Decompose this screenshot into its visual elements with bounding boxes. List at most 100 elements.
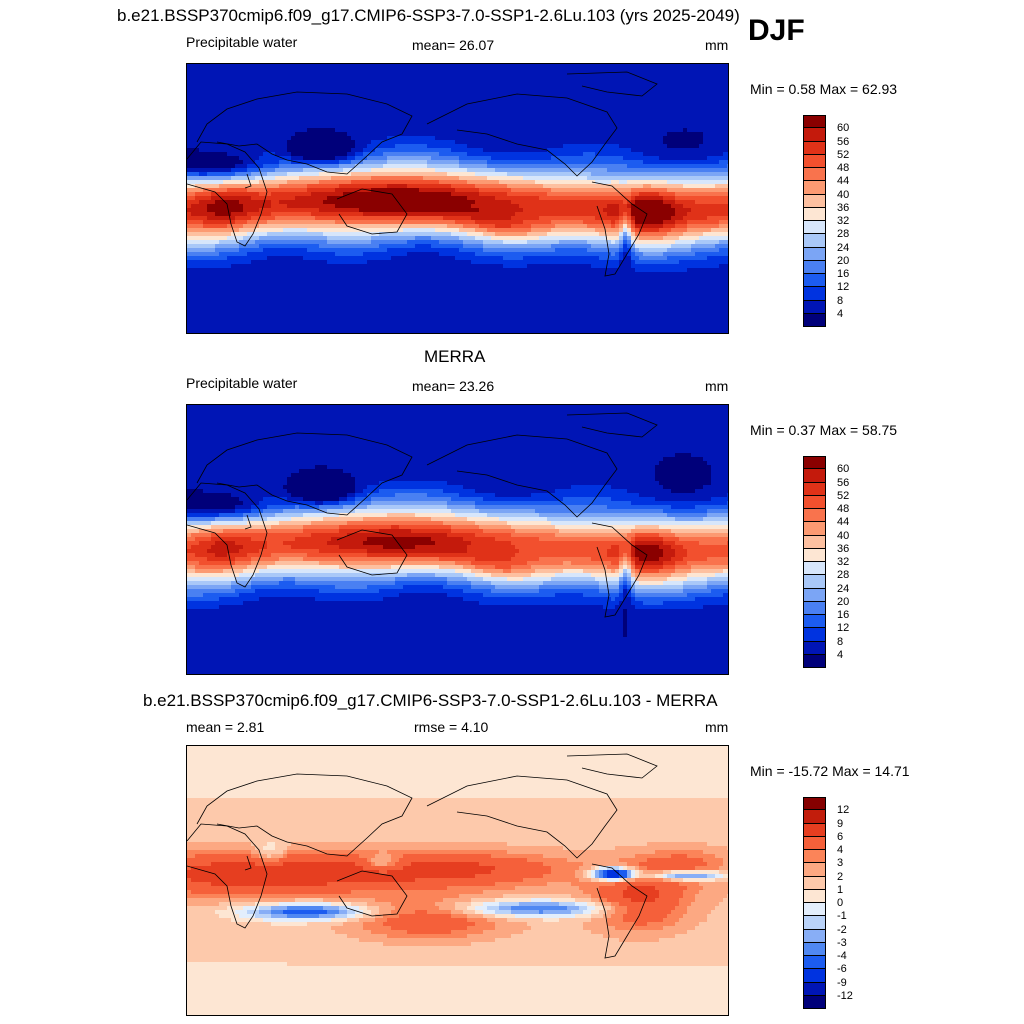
field-cell [195,100,200,105]
field-cell [403,116,408,121]
field-cell [371,176,376,181]
field-cell [715,124,720,129]
field-cell [315,164,320,169]
field-cell [307,168,312,173]
field-cell [207,112,212,117]
field-cell [195,204,200,209]
field-cell [335,192,340,197]
field-cell [247,164,252,169]
field-cell [423,108,428,113]
field-cell [295,168,300,173]
field-cell [451,72,456,77]
field-cell [267,140,272,145]
field-cell [539,88,544,93]
field-cell [323,100,328,105]
field-cell [683,76,688,81]
field-cell [243,108,248,113]
field-cell [523,96,528,101]
field-cell [343,104,348,109]
field-cell [463,184,468,189]
field-cell [515,160,520,165]
field-cell [451,104,456,109]
field-cell [227,156,232,161]
field-cell [379,64,384,69]
field-cell [519,188,524,193]
field-cell [707,72,712,77]
field-cell [491,92,496,97]
field-cell [467,164,472,169]
field-cell [499,128,504,133]
field-cell [331,140,336,145]
field-cell [495,68,500,73]
field-cell [727,72,728,77]
field-cell [579,76,584,81]
field-cell [579,180,584,185]
field-cell [227,120,232,125]
field-cell [607,188,612,193]
field-cell [327,76,332,81]
field-cell [335,124,340,129]
field-cell [575,164,580,169]
field-cell [727,84,728,89]
field-cell [259,84,264,89]
field-cell [207,68,212,73]
field-cell [223,152,228,157]
field-cell [419,104,424,109]
field-cell [599,176,604,181]
field-cell [271,180,276,185]
field-cell [435,148,440,153]
field-cell [727,204,728,209]
field-cell [383,100,388,105]
field-cell [419,128,424,133]
field-cell [699,184,704,189]
field-cell [363,188,368,193]
field-cell [315,160,320,165]
field-cell [255,128,260,133]
field-cell [219,140,224,145]
field-cell [431,116,436,121]
field-cell [455,120,460,125]
field-cell [703,80,708,85]
field-cell [571,140,576,145]
field-cell [551,100,556,105]
field-cell [387,168,392,173]
field-cell [475,144,480,149]
field-cell [211,112,216,117]
field-cell [491,96,496,101]
field-cell [451,148,456,153]
field-cell [639,76,644,81]
field-cell [427,84,432,89]
field-cell [463,112,468,117]
field-cell [627,64,632,69]
field-cell [239,128,244,133]
field-cell [675,176,680,181]
field-cell [551,200,556,205]
field-cell [311,144,316,149]
field-cell [531,180,536,185]
field-cell [659,156,664,161]
field-cell [323,176,328,181]
field-cell [671,120,676,125]
field-cell [347,76,352,81]
field-cell [375,120,380,125]
field-cell [711,148,716,153]
field-cell [703,116,708,121]
field-cell [211,76,216,81]
field-cell [355,192,360,197]
field-cell [443,192,448,197]
field-cell [599,80,604,85]
field-cell [227,196,232,201]
field-cell [431,164,436,169]
field-cell [231,156,236,161]
field-cell [279,76,284,81]
field-cell [387,156,392,161]
field-cell [319,88,324,93]
field-cell [339,180,344,185]
field-cell [515,164,520,169]
field-cell [335,96,340,101]
field-cell [463,152,468,157]
field-cell [487,144,492,149]
field-cell [415,200,420,205]
field-cell [583,132,588,137]
field-cell [723,144,728,149]
